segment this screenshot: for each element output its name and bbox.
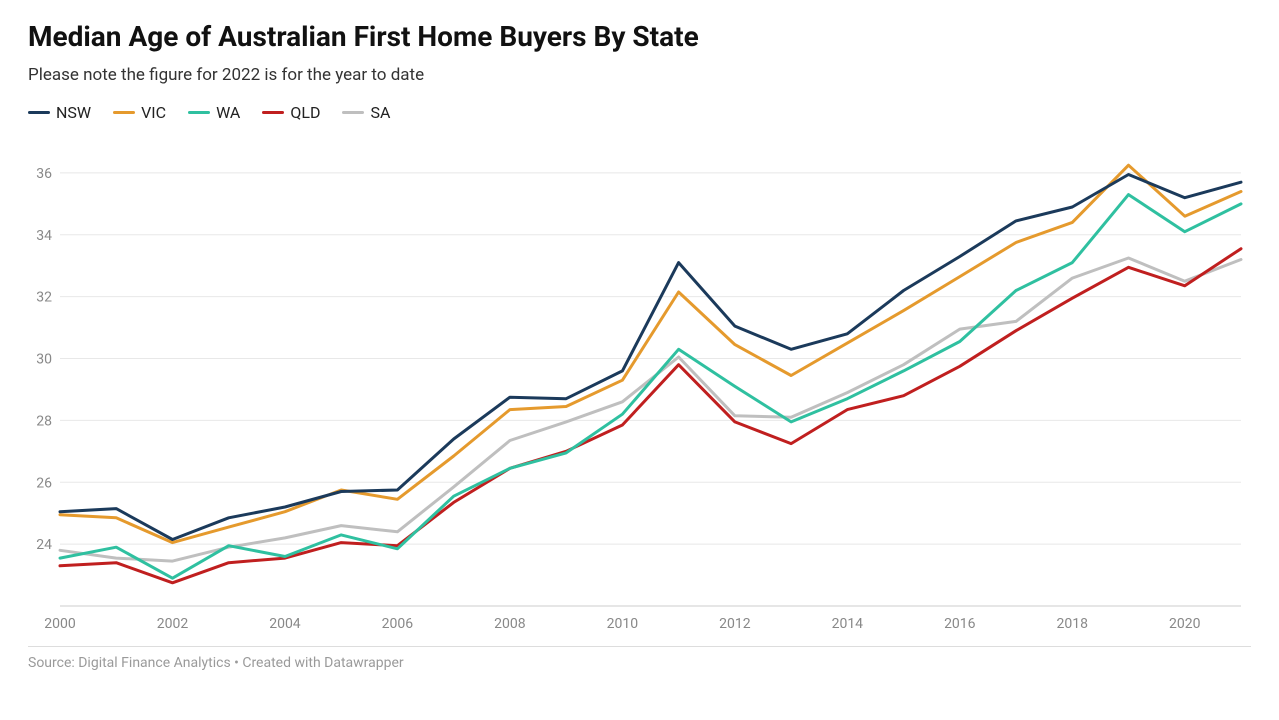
x-axis-label: 2002 xyxy=(157,616,189,632)
legend-item-sa: SA xyxy=(342,103,390,122)
legend-item-vic: VIC xyxy=(113,103,166,122)
y-axis-label: 26 xyxy=(36,475,52,491)
legend-swatch xyxy=(28,111,50,114)
chart-area: 24 26 28 30 32 34 36 2000 2002 2004 2006 2008 2010 20… xyxy=(28,136,1251,636)
x-axis-label: 2010 xyxy=(607,616,639,632)
x-axis-label: 2000 xyxy=(44,616,76,632)
x-axis-label: 2020 xyxy=(1169,616,1201,632)
series-qld xyxy=(60,249,1241,583)
y-axis-label: 24 xyxy=(36,537,52,553)
legend-item-nsw: NSW xyxy=(28,103,91,122)
x-axis-label: 2006 xyxy=(382,616,414,632)
x-axis-label: 2004 xyxy=(269,616,301,632)
y-axis-label: 30 xyxy=(36,352,52,368)
legend-label: NSW xyxy=(56,103,91,122)
x-axis-label: 2014 xyxy=(832,616,864,632)
legend-label: WA xyxy=(216,103,240,122)
legend-label: QLD xyxy=(290,103,320,122)
y-axis-label: 28 xyxy=(36,413,52,429)
x-axis-label: 2008 xyxy=(494,616,526,632)
legend-label: VIC xyxy=(141,103,166,122)
legend: NSW VIC WA QLD SA xyxy=(28,103,1251,122)
legend-item-wa: WA xyxy=(188,103,240,122)
legend-label: SA xyxy=(370,103,390,122)
x-axis-label: 2012 xyxy=(719,616,751,632)
chart-title: Median Age of Australian First Home Buye… xyxy=(28,20,1251,53)
line-chart-svg: 24 26 28 30 32 34 36 2000 2002 2004 2006 2008 2010 20… xyxy=(28,136,1251,636)
y-axis-label: 36 xyxy=(36,166,52,182)
legend-swatch xyxy=(262,111,284,114)
legend-item-qld: QLD xyxy=(262,103,320,122)
legend-swatch xyxy=(342,111,364,114)
x-axis-label: 2018 xyxy=(1057,616,1089,632)
x-axis-label: 2016 xyxy=(944,616,976,632)
legend-swatch xyxy=(188,111,210,114)
series-wa xyxy=(60,195,1241,579)
y-axis-label: 32 xyxy=(36,290,52,306)
y-axis-label: 34 xyxy=(36,228,52,244)
chart-subtitle: Please note the figure for 2022 is for t… xyxy=(28,65,1251,85)
legend-swatch xyxy=(113,111,135,114)
source-attribution: Source: Digital Finance Analytics • Crea… xyxy=(28,646,1251,671)
series-vic xyxy=(60,165,1241,542)
series-nsw xyxy=(60,175,1241,540)
